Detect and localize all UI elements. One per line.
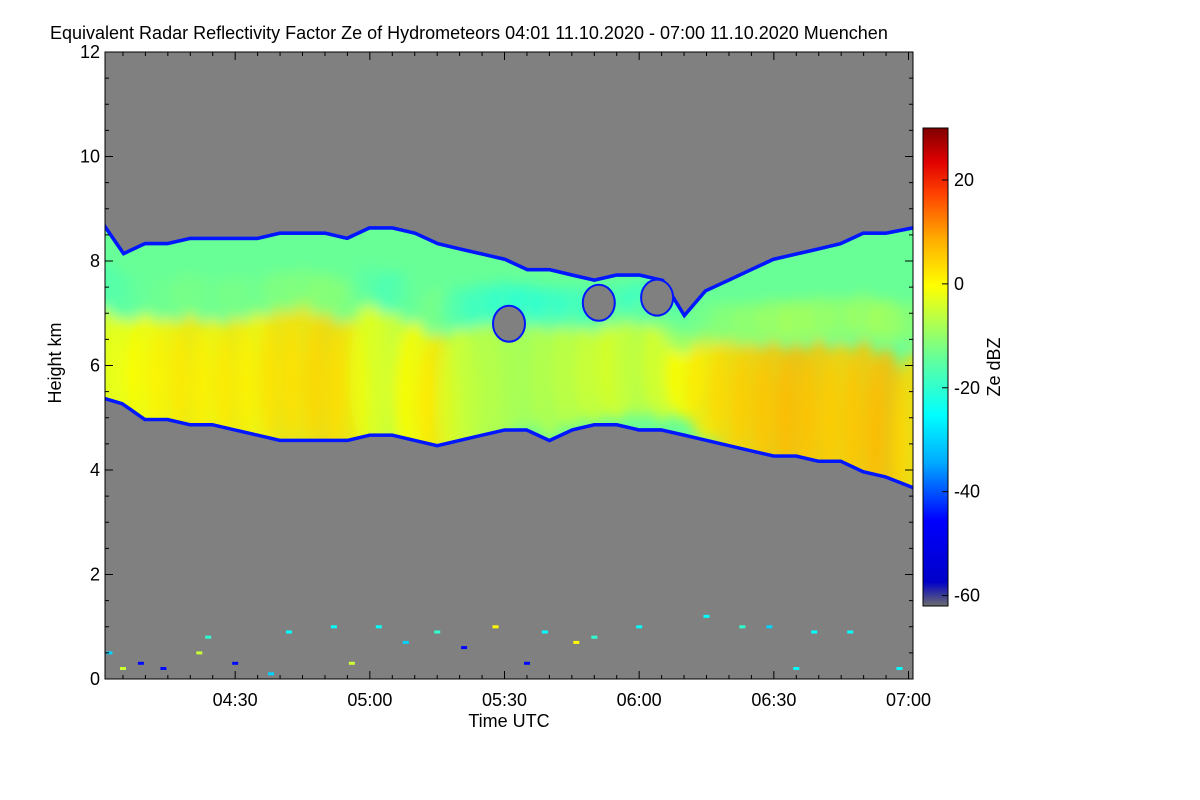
low-echo-point xyxy=(268,672,275,676)
x-axis-label: Time UTC xyxy=(468,711,549,731)
low-echo-point xyxy=(793,667,800,670)
colorbar-tick-label: -40 xyxy=(954,482,980,502)
clear-gap xyxy=(640,278,675,317)
reflectivity-upper-cell xyxy=(868,299,905,344)
clear-gap xyxy=(492,304,526,343)
low-echo-point xyxy=(106,651,113,655)
low-echo-point xyxy=(573,640,580,644)
x-axis: 04:30 05:00 05:30 06:00 06:30 07:00 xyxy=(122,52,931,710)
clear-gaps xyxy=(492,278,675,343)
x-tick-label: 06:00 xyxy=(617,690,662,710)
low-echo-point xyxy=(896,667,903,670)
low-echo-point xyxy=(766,625,773,629)
low-echo-point xyxy=(375,625,382,629)
colorbar-gradient xyxy=(922,127,949,607)
low-echo-point xyxy=(811,630,818,634)
y-axis: 0 2 4 6 8 10 12 xyxy=(80,42,913,689)
colorbar-tick-label: -60 xyxy=(954,586,980,606)
colorbar-label: Ze dBZ xyxy=(984,337,1004,396)
y-tick-label: 10 xyxy=(80,147,100,167)
low-echo-point xyxy=(196,651,203,655)
reflectivity-core xyxy=(105,262,913,486)
plot-area xyxy=(104,51,914,680)
low-echo-point xyxy=(461,646,468,650)
low-echo-point xyxy=(348,661,355,665)
chart-title: Equivalent Radar Reflectivity Factor Ze … xyxy=(50,23,888,43)
low-echo-point xyxy=(636,625,643,629)
y-tick-label: 6 xyxy=(90,356,100,376)
y-tick-label: 4 xyxy=(90,460,100,480)
x-tick-label: 06:30 xyxy=(751,690,796,710)
low-echo-point xyxy=(541,630,548,634)
low-echo-point xyxy=(847,630,854,634)
x-tick-label: 04:30 xyxy=(213,690,258,710)
low-echo-point xyxy=(160,667,167,670)
low-echo-point xyxy=(402,640,409,644)
low-echo-point xyxy=(591,635,598,639)
y-tick-label: 12 xyxy=(80,42,100,62)
low-echo-point xyxy=(286,630,292,634)
low-echo-point xyxy=(120,667,126,670)
colorbar-ticks: -60 -40 -20 0 20 xyxy=(942,170,980,606)
reflectivity-upper-cell xyxy=(895,301,913,346)
x-tick-label: 05:30 xyxy=(482,690,527,710)
x-tick-label: 07:00 xyxy=(886,690,931,710)
clear-gap xyxy=(581,283,616,322)
y-tick-label: 8 xyxy=(90,251,100,271)
x-tick-label: 05:00 xyxy=(347,690,392,710)
y-tick-label: 2 xyxy=(90,565,100,585)
reflectivity-core-cell xyxy=(893,352,913,486)
low-echo-point xyxy=(330,625,337,629)
colorbar-tick-label: -20 xyxy=(954,378,980,398)
low-echo-point xyxy=(492,625,499,629)
y-tick-label: 0 xyxy=(90,669,100,689)
colorbar-tick-label: 0 xyxy=(954,274,964,294)
low-echo-point xyxy=(739,625,746,629)
colorbar: -60 -40 -20 0 20 Ze dBZ xyxy=(922,127,1004,607)
low-echo-point xyxy=(205,635,212,639)
low-level-echoes xyxy=(106,614,903,676)
low-echo-point xyxy=(703,614,710,618)
low-echo-point xyxy=(137,661,144,665)
low-echo-point xyxy=(232,661,239,665)
low-echo-point xyxy=(524,661,530,665)
y-axis-label: Height km xyxy=(45,322,65,403)
colorbar-tick-label: 20 xyxy=(954,170,974,190)
low-echo-point xyxy=(434,630,441,634)
